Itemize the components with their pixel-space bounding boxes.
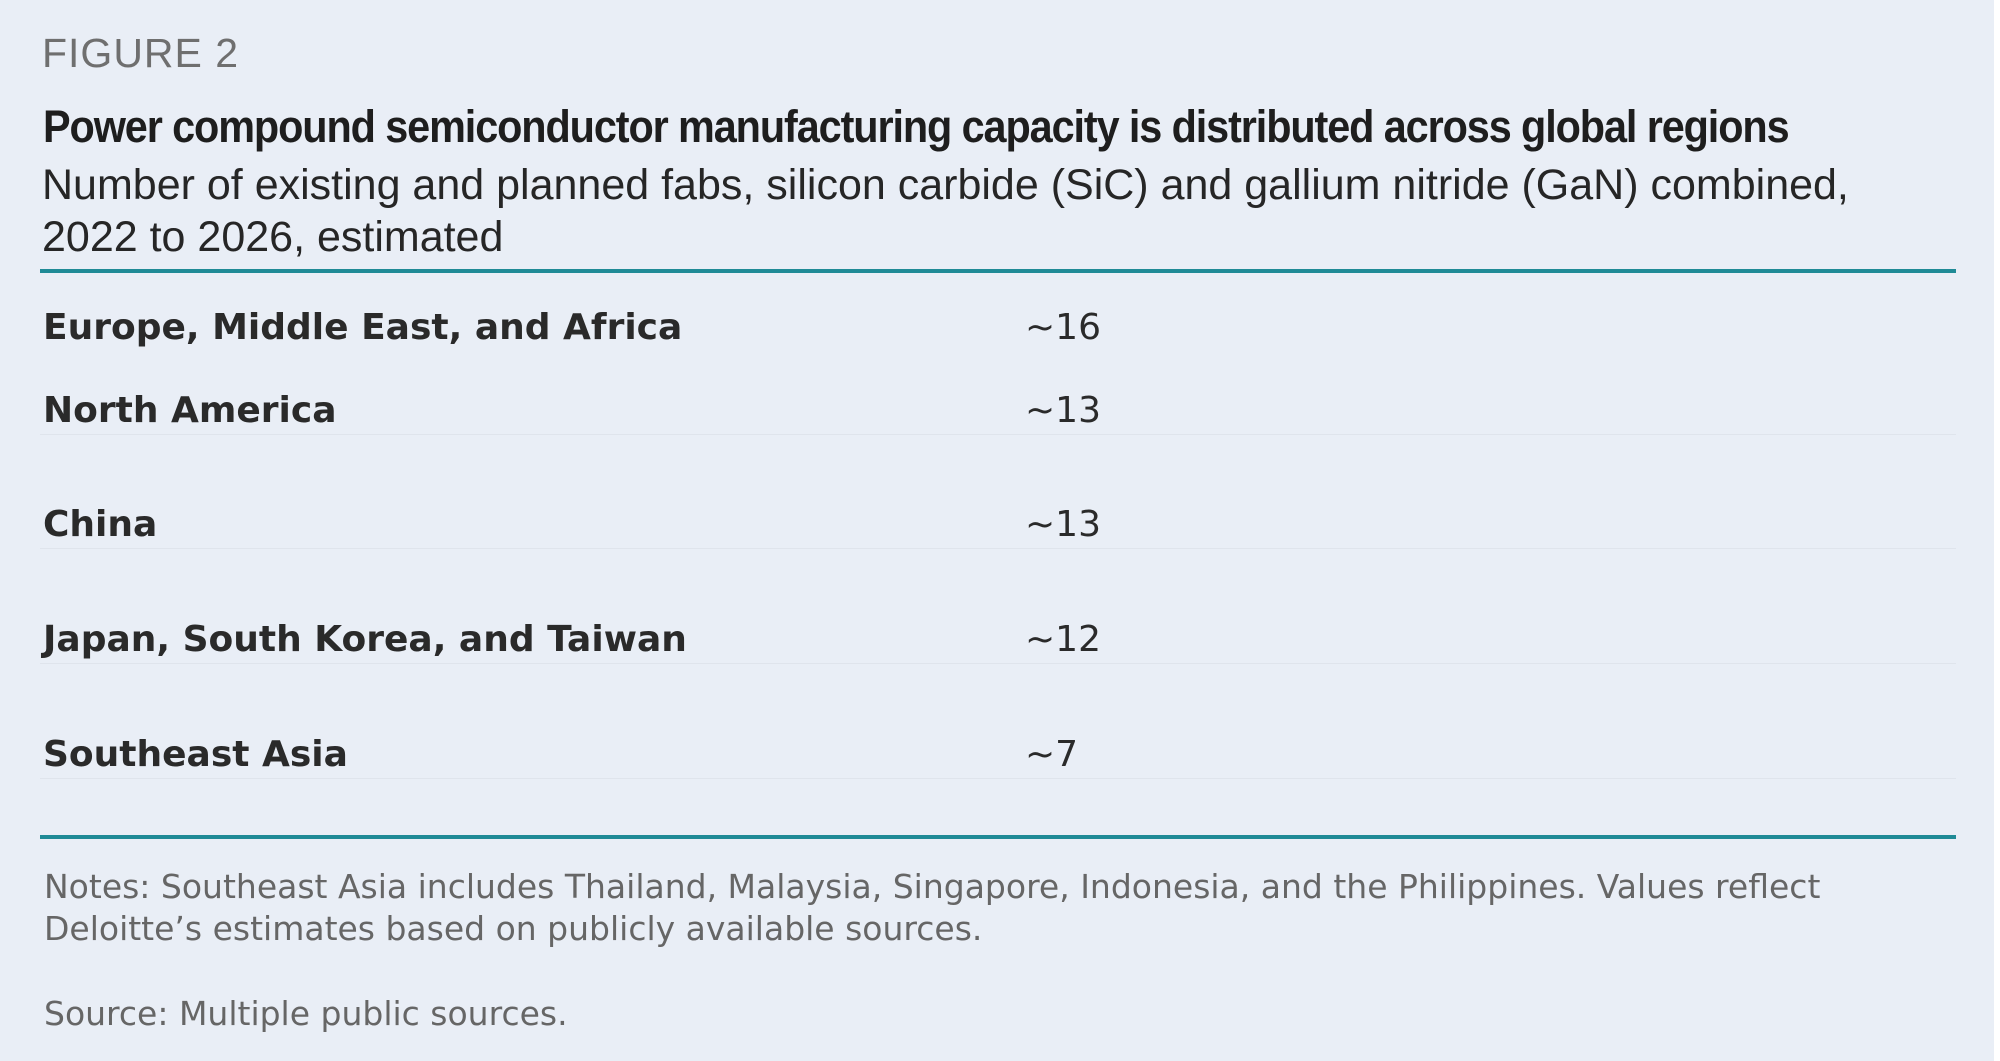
value-label: ~7 xyxy=(1025,734,1079,775)
row-divider xyxy=(40,434,1956,435)
chart-subtitle: Number of existing and planned fabs, sil… xyxy=(42,161,1849,261)
table-row: North America ~13 xyxy=(40,381,1956,441)
table-row: Southeast Asia ~7 xyxy=(40,725,1956,785)
value-label: ~12 xyxy=(1025,619,1101,660)
top-rule xyxy=(40,269,1956,273)
value-label: ~13 xyxy=(1025,390,1101,431)
region-label: China xyxy=(43,504,158,545)
row-divider xyxy=(40,548,1956,549)
table-row: Japan, South Korea, and Taiwan ~12 xyxy=(40,610,1956,670)
value-label: ~13 xyxy=(1025,504,1101,545)
chart-title: Power compound semiconductor manufacturi… xyxy=(43,101,1790,152)
region-label: Europe, Middle East, and Africa xyxy=(43,307,683,348)
row-divider xyxy=(40,778,1956,779)
value-label: ~16 xyxy=(1025,307,1101,348)
row-divider xyxy=(40,663,1956,664)
notes-text: Notes: Southeast Asia includes Thailand,… xyxy=(44,867,1821,948)
data-table: Europe, Middle East, and Africa ~16 Nort… xyxy=(40,273,1956,835)
bottom-rule xyxy=(40,835,1956,839)
source-text: Source: Multiple public sources. xyxy=(44,994,568,1033)
region-label: North America xyxy=(43,390,337,431)
region-label: Japan, South Korea, and Taiwan xyxy=(43,619,687,660)
region-label: Southeast Asia xyxy=(43,734,348,775)
table-row: Europe, Middle East, and Africa ~16 xyxy=(40,298,1956,358)
table-row: China ~13 xyxy=(40,495,1956,555)
figure-label: FIGURE 2 xyxy=(42,30,240,76)
page-edge xyxy=(1994,0,2000,1061)
